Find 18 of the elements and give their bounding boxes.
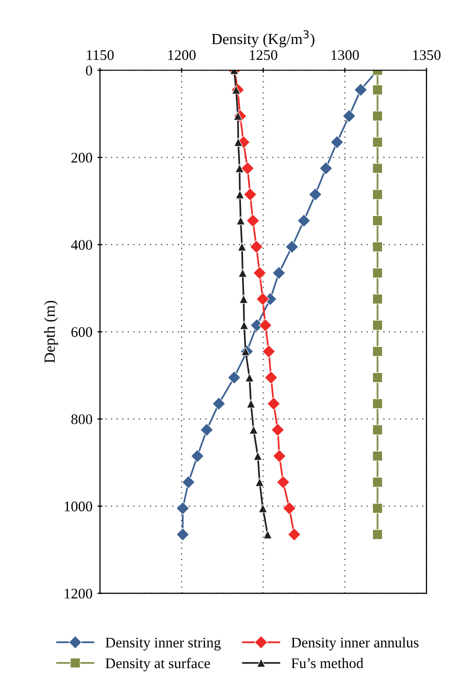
- legend-label: Density at surface: [106, 658, 210, 672]
- x-tick-label: 1300: [332, 50, 359, 60]
- x-tick-label: 1200: [168, 50, 196, 60]
- legend-label: Density inner annulus: [291, 637, 418, 651]
- x-tick-label: 1150: [86, 50, 114, 60]
- y-tick-label: 800: [71, 414, 92, 424]
- x-axis-title: Density (Kg/m$^{3}$): [212, 30, 314, 48]
- y-tick-label: 0: [86, 66, 92, 76]
- y-tick-label: 200: [71, 152, 92, 163]
- x-tick-label: 1250: [250, 50, 278, 60]
- y-tick-label: 1200: [64, 588, 92, 599]
- y-axis-title: Depth (m): [44, 300, 58, 363]
- legend-label: Fu’s method: [291, 658, 364, 668]
- y-tick-label: 600: [71, 327, 92, 337]
- y-tick-label: 1000: [64, 502, 92, 512]
- legend-label: Density inner string: [106, 638, 221, 651]
- x-tick-label: 1350: [413, 50, 441, 60]
- y-tick-label: 400: [71, 240, 92, 250]
